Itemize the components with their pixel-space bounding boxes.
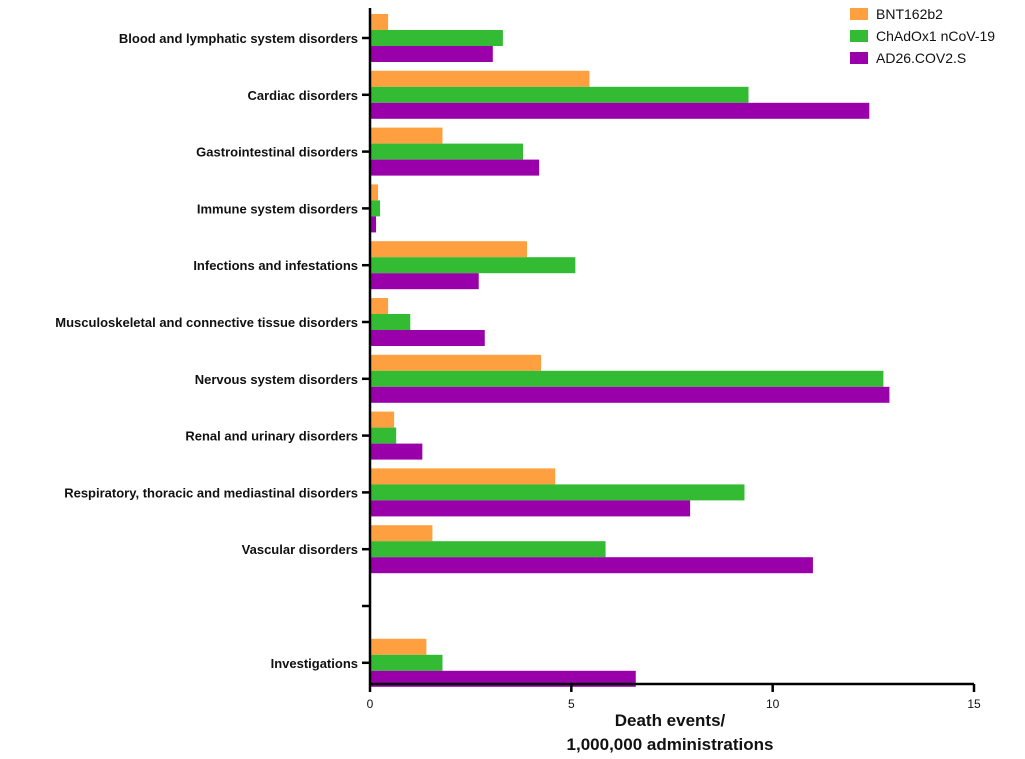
- legend-label: AD26.COV2.S: [876, 50, 966, 66]
- category-label: Investigations: [271, 656, 358, 671]
- category-label: Blood and lymphatic system disorders: [119, 31, 358, 46]
- category-label: Gastrointestinal disorders: [196, 145, 358, 160]
- x-tick-label: 5: [568, 697, 575, 711]
- bar: [370, 30, 503, 46]
- bar: [370, 443, 423, 460]
- legend-swatch: [850, 52, 868, 64]
- category-label: Nervous system disorders: [195, 372, 358, 387]
- bar: [370, 484, 745, 501]
- bar: [370, 557, 813, 574]
- bar: [370, 273, 479, 290]
- bar: [370, 14, 389, 30]
- bar: [370, 70, 590, 87]
- category-label: Musculoskeletal and connective tissue di…: [55, 315, 358, 330]
- bar: [370, 330, 485, 346]
- bar: [370, 86, 749, 103]
- bar: [370, 541, 606, 558]
- x-tick-label: 0: [367, 697, 374, 711]
- bar: [370, 525, 433, 542]
- bar: [370, 216, 377, 233]
- legend-label: BNT162b2: [876, 6, 943, 22]
- bar: [370, 200, 381, 217]
- bar: [370, 500, 691, 517]
- x-axis-title-line-1: Death events/: [615, 711, 726, 730]
- bar: [370, 427, 397, 444]
- legend-swatch: [850, 8, 868, 20]
- bar: [370, 127, 443, 144]
- category-label: Infections and infestations: [193, 258, 358, 273]
- bar: [370, 638, 427, 655]
- x-ticks: 0 5 10 15: [367, 684, 981, 711]
- bar: [370, 184, 379, 201]
- bar: [370, 159, 540, 176]
- category-label: Renal and urinary disorders: [185, 429, 358, 444]
- x-tick-label: 15: [967, 697, 981, 711]
- category-label: Cardiac disorders: [247, 88, 358, 103]
- bar: [370, 143, 524, 160]
- category-label: Vascular disorders: [242, 542, 358, 557]
- legend-label: ChAdOx1 nCoV-19: [876, 28, 995, 44]
- bar: [370, 298, 389, 314]
- legend-swatch: [850, 30, 868, 42]
- x-axis-title-line-2: 1,000,000 administrations: [567, 735, 774, 754]
- bars-group: [370, 14, 890, 687]
- bar: [370, 654, 443, 671]
- bar: [370, 46, 493, 62]
- y-ticks: [362, 36, 370, 665]
- bar: [370, 257, 576, 274]
- x-tick-label: 10: [766, 697, 780, 711]
- bar: [370, 386, 890, 403]
- bar: [370, 468, 556, 485]
- bar: [370, 411, 395, 428]
- bar: [370, 102, 870, 119]
- bar: [370, 370, 884, 387]
- category-labels: Blood and lymphatic system disorders Card…: [55, 31, 358, 671]
- category-label: Respiratory, thoracic and mediastinal di…: [64, 485, 358, 500]
- bar: [370, 314, 411, 330]
- legend: BNT162b2 ChAdOx1 nCoV-19 AD26.COV2.S: [850, 6, 995, 66]
- bar: [370, 354, 542, 371]
- bar: [370, 241, 528, 258]
- category-label: Immune system disorders: [197, 201, 358, 216]
